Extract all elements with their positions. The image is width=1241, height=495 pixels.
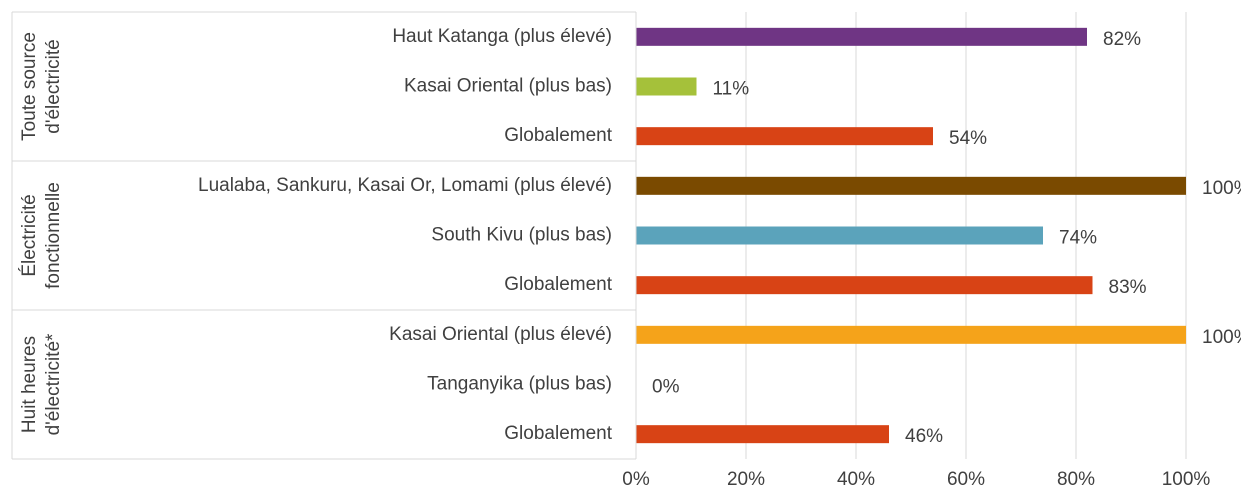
group-label: d'électricité*	[43, 333, 64, 435]
y-tick-label: South Kivu (plus bas)	[431, 225, 612, 246]
bar	[636, 127, 933, 146]
value-label: 100%	[1202, 327, 1241, 348]
group-label: Huit heures	[19, 336, 40, 433]
value-label: 11%	[713, 79, 750, 100]
group-label: fonctionnelle	[43, 182, 64, 289]
value-label: 54%	[949, 128, 987, 149]
x-tick-label: 20%	[727, 469, 765, 490]
y-tick-label: Kasai Oriental (plus bas)	[404, 76, 612, 97]
y-tick-label: Haut Katanga (plus élevé)	[392, 26, 612, 47]
group-label: Électricité	[19, 194, 40, 276]
y-tick-label: Tanganyika (plus bas)	[427, 374, 612, 395]
bar	[636, 276, 1093, 295]
bar	[636, 176, 1186, 195]
y-tick-label: Globalement	[504, 125, 612, 146]
value-label: 74%	[1059, 228, 1097, 249]
bar	[636, 77, 697, 96]
bar	[636, 325, 1186, 344]
value-label: 82%	[1103, 29, 1141, 50]
value-label: 100%	[1202, 178, 1241, 199]
bar	[636, 425, 889, 444]
y-tick-label: Lualaba, Sankuru, Kasai Or, Lomami (plus…	[198, 175, 612, 196]
value-label: 46%	[905, 426, 943, 447]
bar	[636, 226, 1043, 245]
x-tick-label: 100%	[1162, 469, 1211, 490]
x-tick-label: 40%	[837, 469, 875, 490]
x-tick-label: 60%	[947, 469, 985, 490]
value-label: 83%	[1109, 277, 1147, 298]
group-label: Toute source	[19, 32, 40, 141]
y-tick-label: Globalement	[504, 274, 612, 295]
y-tick-label: Globalement	[504, 423, 612, 444]
value-label: 0%	[652, 377, 680, 398]
x-tick-label: 0%	[622, 469, 650, 490]
group-label: d'électricité	[43, 39, 64, 133]
bar	[636, 27, 1087, 46]
y-tick-label: Kasai Oriental (plus élevé)	[389, 324, 612, 345]
x-tick-label: 80%	[1057, 469, 1095, 490]
